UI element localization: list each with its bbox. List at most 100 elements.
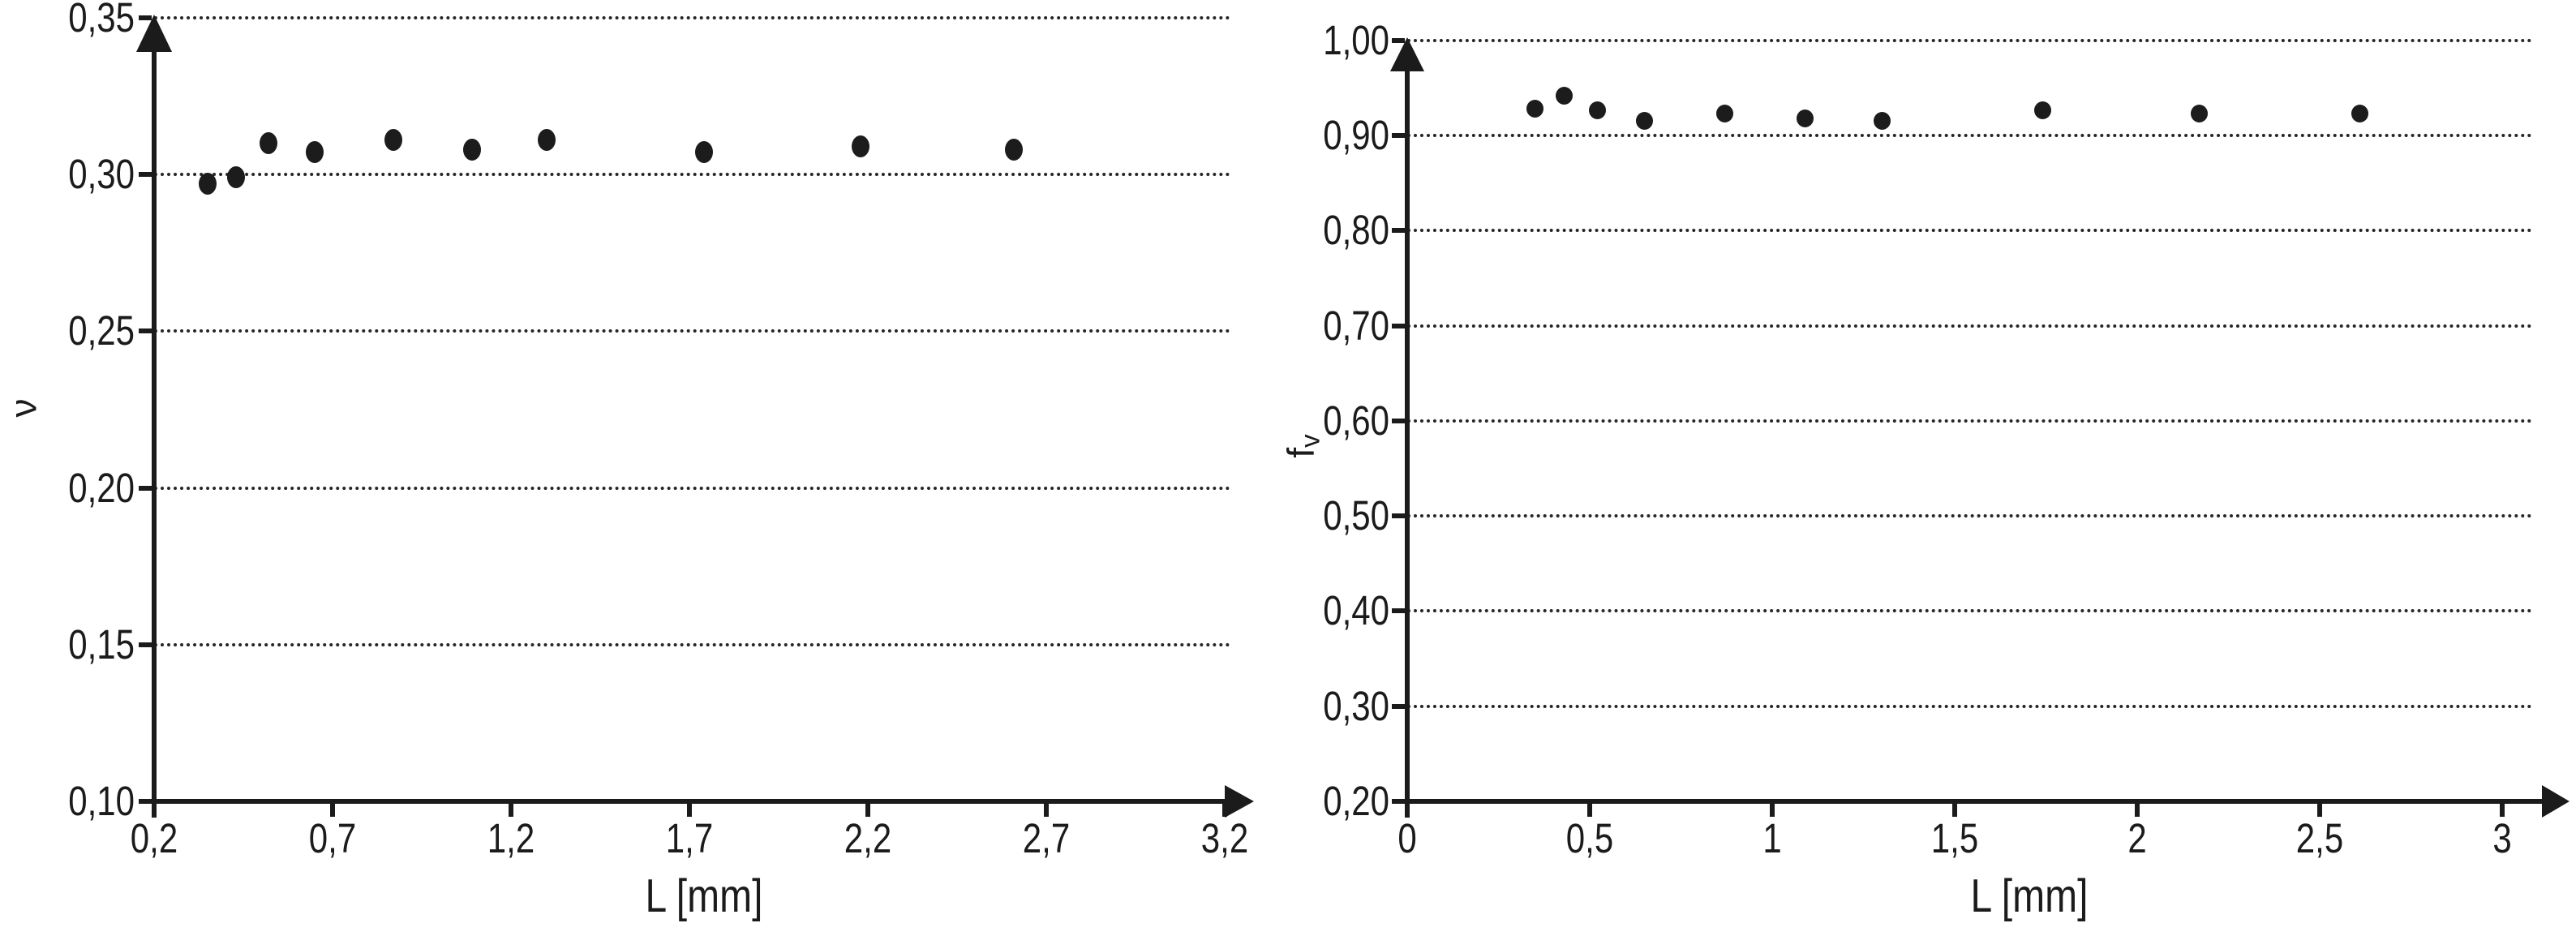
y-tick-label: 0,25 bbox=[68, 307, 135, 354]
x-axis-tick bbox=[1587, 804, 1592, 817]
x-axis-tick bbox=[687, 804, 692, 817]
x-tick-label: 1 bbox=[1762, 814, 1782, 862]
y-axis-tick bbox=[1392, 608, 1405, 614]
y-axis-tick bbox=[139, 328, 152, 334]
y-axis-tick bbox=[1392, 703, 1405, 709]
x-tick-label: 0,2 bbox=[130, 814, 178, 862]
data-point bbox=[259, 131, 277, 154]
x-axis-tick bbox=[1405, 804, 1410, 817]
x-tick-label: 0,5 bbox=[1565, 814, 1614, 862]
gridline bbox=[1407, 704, 2532, 708]
gridline bbox=[154, 486, 1230, 490]
data-point bbox=[2191, 104, 2208, 122]
y-axis-tick bbox=[1392, 37, 1405, 43]
y-axis-title-nu: ν bbox=[2, 398, 48, 418]
x-axis-title-left: L [mm] bbox=[645, 870, 763, 923]
data-point bbox=[538, 128, 556, 151]
x-tick-label: 2,2 bbox=[844, 814, 892, 862]
x-tick-label: 2,5 bbox=[2295, 814, 2344, 862]
y-tick-label: 0,90 bbox=[1323, 111, 1389, 158]
gridline bbox=[154, 15, 1230, 19]
x-tick-label: 2 bbox=[2127, 814, 2147, 862]
data-point bbox=[1716, 104, 1733, 122]
x-tick-label: 2,7 bbox=[1022, 814, 1071, 862]
x-axis-title-right: L [mm] bbox=[1970, 870, 2089, 923]
data-point bbox=[2351, 104, 2368, 122]
y-tick-label: 0,30 bbox=[1323, 682, 1389, 729]
y-tick-label: 0,10 bbox=[68, 777, 135, 825]
y-tick-label: 0,70 bbox=[1323, 302, 1389, 349]
y-axis-tick bbox=[139, 15, 152, 20]
y-tick-label: 0,15 bbox=[68, 620, 135, 668]
y-tick-label: 0,40 bbox=[1323, 587, 1389, 634]
gridline bbox=[1407, 38, 2532, 42]
x-axis-tick bbox=[2135, 804, 2140, 817]
data-point bbox=[1526, 100, 1543, 118]
gridline bbox=[1407, 229, 2532, 233]
gridline bbox=[1407, 324, 2532, 328]
data-point bbox=[1636, 112, 1653, 131]
y-axis-arrowhead bbox=[136, 15, 172, 52]
y-axis-title-base: ν bbox=[2, 398, 45, 418]
y-axis-tick bbox=[139, 485, 152, 491]
data-point bbox=[1556, 86, 1573, 105]
x-axis-arrowhead bbox=[1225, 785, 1254, 818]
y-axis-tick bbox=[139, 172, 152, 177]
x-axis-tick bbox=[330, 804, 335, 817]
y-axis-arrowhead bbox=[1390, 37, 1424, 71]
x-axis-tick bbox=[865, 804, 870, 817]
y-axis-tick bbox=[1392, 323, 1405, 328]
y-tick-label: 0,60 bbox=[1323, 397, 1389, 444]
y-axis-tick bbox=[1392, 799, 1405, 804]
y-tick-label: 0,30 bbox=[68, 150, 135, 198]
y-tick-label: 0,35 bbox=[68, 0, 135, 41]
x-axis-tick bbox=[1952, 804, 1957, 817]
x-tick-label: 1,2 bbox=[487, 814, 535, 862]
y-axis-tick bbox=[139, 799, 152, 804]
x-axis-tick bbox=[152, 804, 157, 817]
x-tick-label: 3,2 bbox=[1200, 814, 1249, 862]
data-point bbox=[852, 135, 870, 157]
x-axis-tick bbox=[1222, 804, 1227, 817]
data-point bbox=[1588, 101, 1606, 120]
data-point bbox=[306, 141, 324, 164]
x-axis-tick bbox=[1044, 804, 1049, 817]
y-axis-tick bbox=[139, 642, 152, 647]
gridline bbox=[1407, 419, 2532, 423]
y-tick-label: 0,80 bbox=[1323, 206, 1389, 254]
gridline bbox=[154, 642, 1230, 646]
x-tick-label: 0,7 bbox=[308, 814, 357, 862]
gridline bbox=[1407, 133, 2532, 137]
y-axis-title-base: f bbox=[1279, 447, 1322, 458]
data-point bbox=[384, 128, 402, 151]
y-tick-label: 0,20 bbox=[1323, 777, 1389, 825]
x-axis-line bbox=[139, 799, 1226, 804]
data-point bbox=[1873, 112, 1891, 131]
gridline bbox=[154, 329, 1230, 333]
x-tick-label: 3 bbox=[2492, 814, 2512, 862]
y-axis-tick bbox=[1392, 228, 1405, 234]
y-axis-line bbox=[1405, 65, 1410, 818]
x-axis-tick bbox=[2500, 804, 2505, 817]
y-tick-label: 0,50 bbox=[1323, 492, 1389, 539]
x-axis-line bbox=[1392, 799, 2544, 804]
y-axis-line bbox=[152, 45, 157, 818]
data-point bbox=[2033, 101, 2051, 120]
data-point bbox=[694, 141, 713, 164]
y-tick-label: 1,00 bbox=[1323, 16, 1389, 63]
data-point bbox=[462, 138, 481, 161]
data-point bbox=[199, 173, 217, 195]
x-tick-label: 1,5 bbox=[1930, 814, 1979, 862]
x-axis-tick bbox=[2317, 804, 2322, 817]
gridline bbox=[1407, 514, 2532, 518]
x-axis-tick bbox=[509, 804, 513, 817]
data-point bbox=[1797, 109, 1814, 127]
gridline bbox=[154, 173, 1230, 176]
x-axis-tick bbox=[1770, 804, 1775, 817]
x-tick-label: 0 bbox=[1397, 814, 1417, 862]
y-axis-tick bbox=[1392, 418, 1405, 423]
data-point bbox=[227, 166, 246, 189]
x-axis-arrowhead bbox=[2542, 785, 2570, 818]
y-tick-label: 0,20 bbox=[68, 464, 135, 511]
